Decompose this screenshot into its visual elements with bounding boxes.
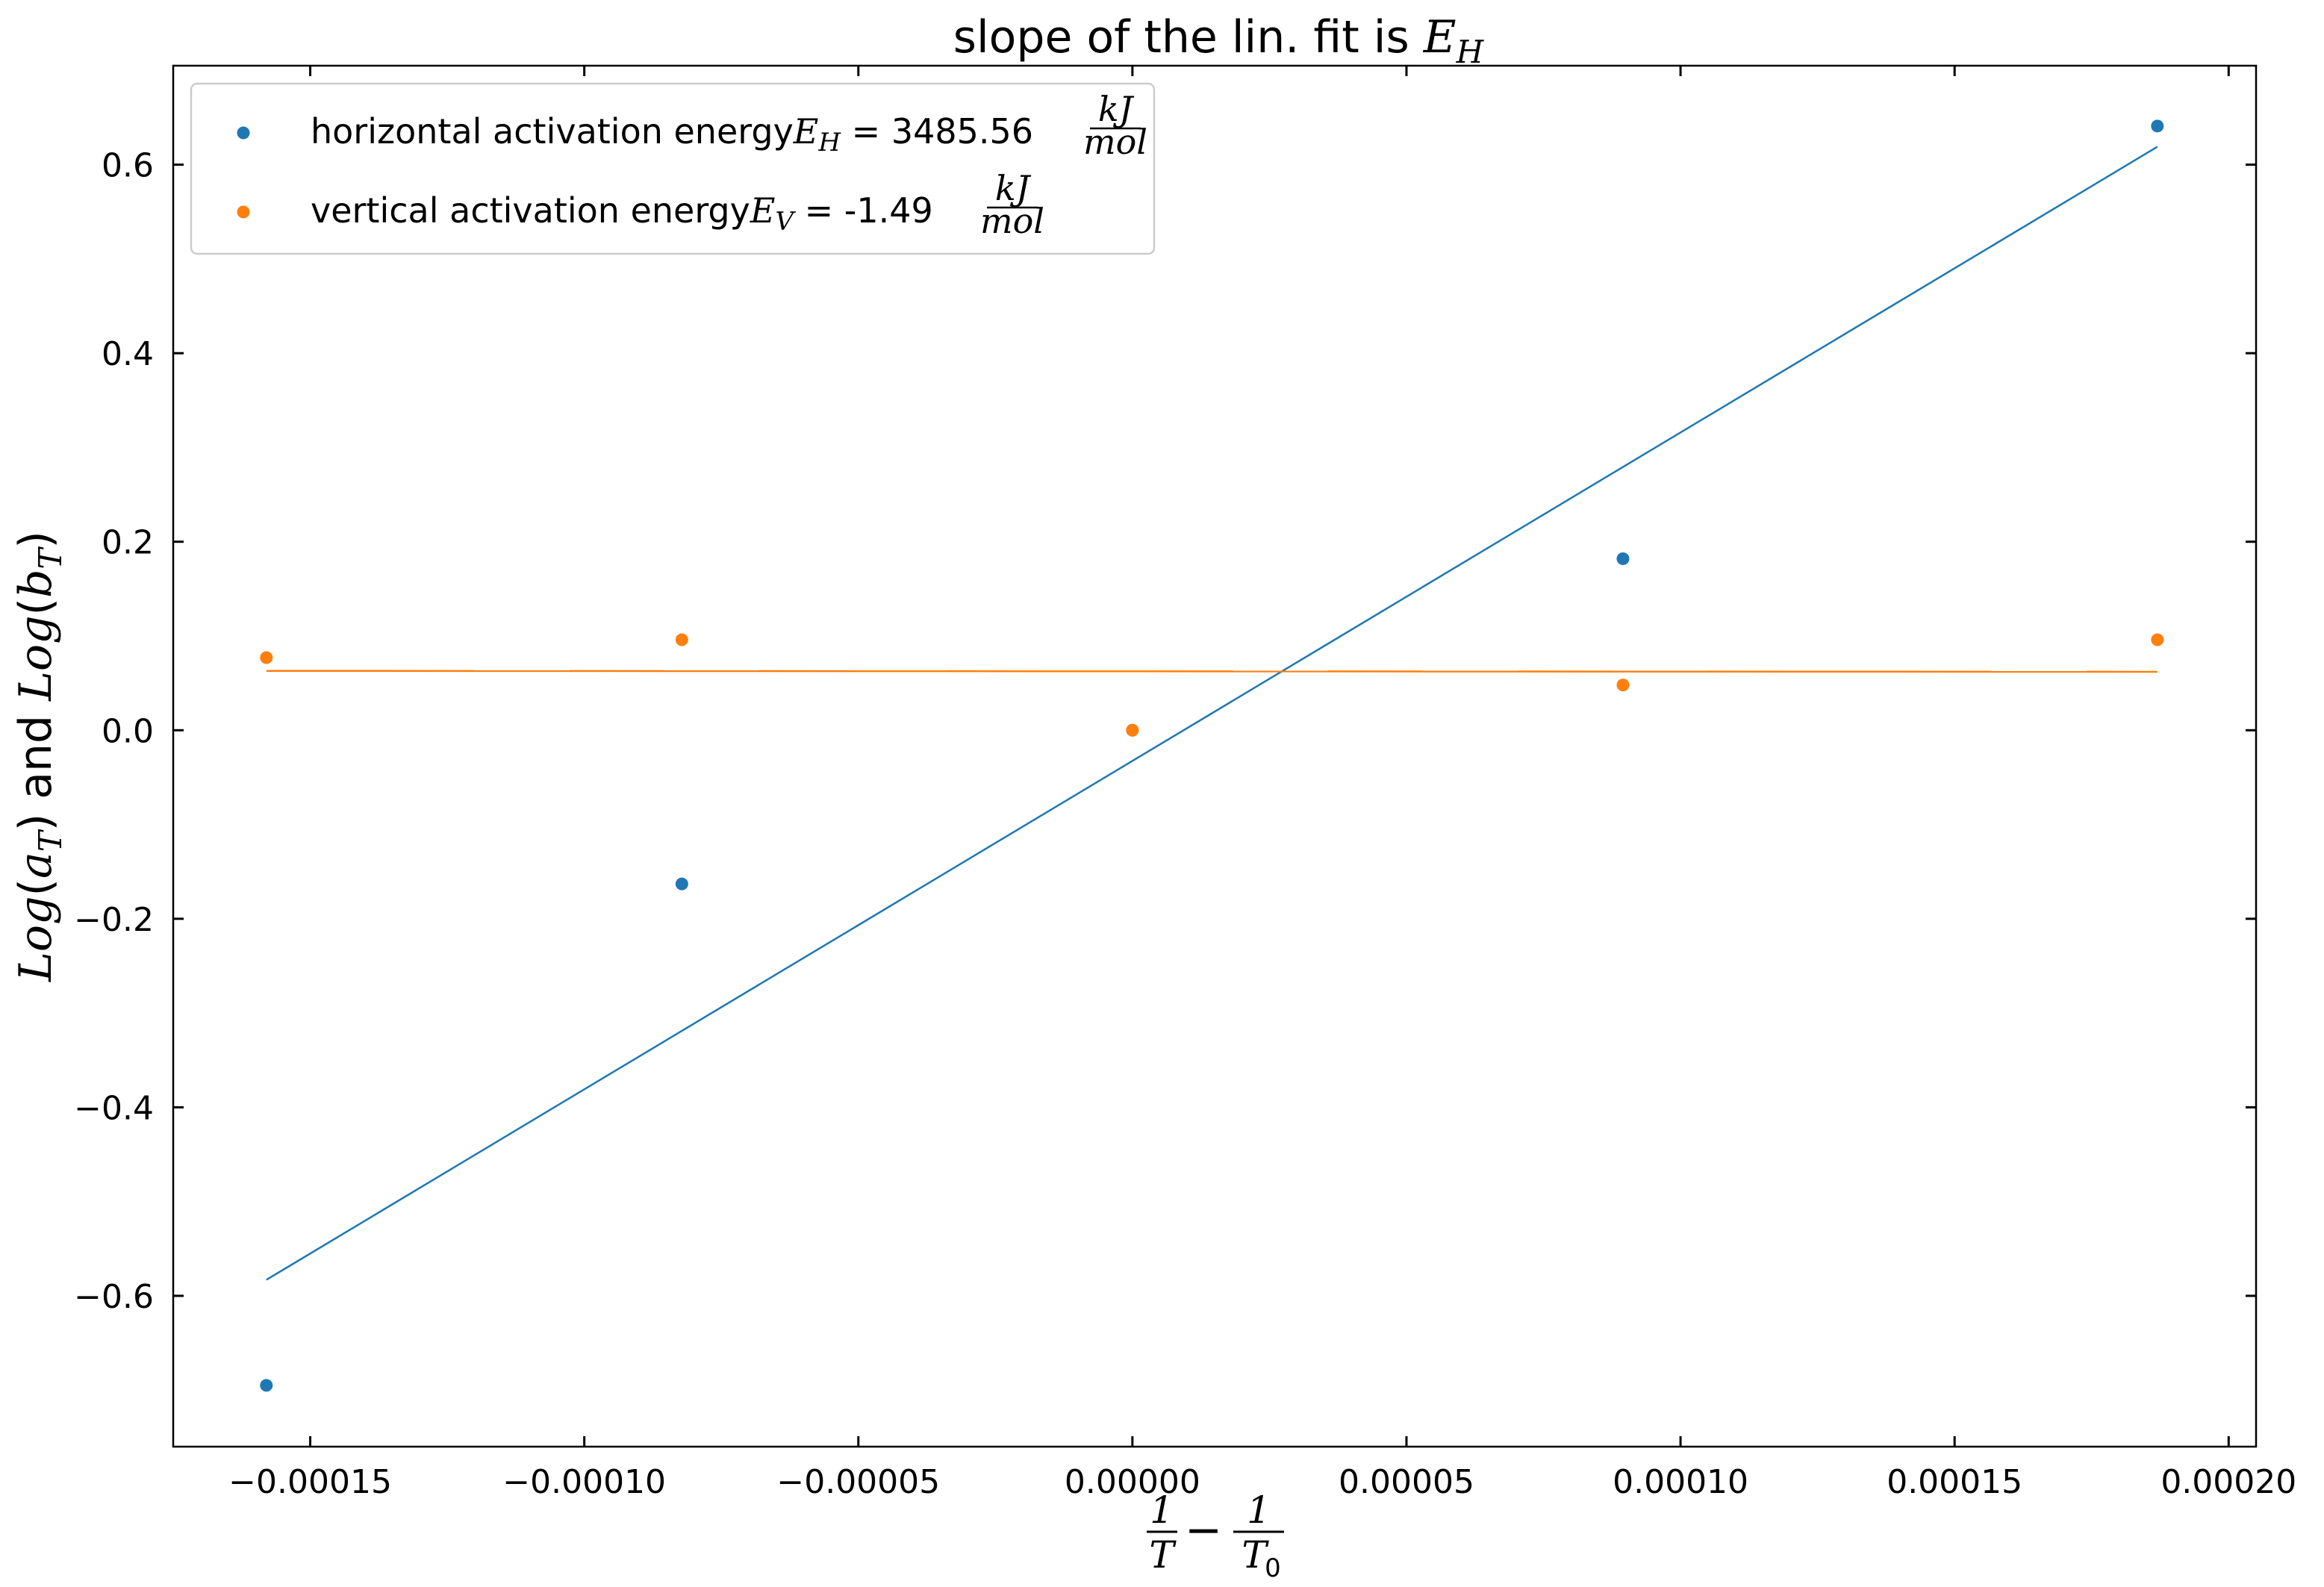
x-tick-label: 0.00010 <box>1613 1463 1748 1501</box>
x-tick-label: −0.00005 <box>776 1463 940 1501</box>
legend-marker-vertical <box>237 205 250 219</box>
x-tick-label: −0.00015 <box>228 1463 392 1501</box>
fit-line-series-1 <box>266 670 2158 673</box>
plot-area-frame <box>172 64 2258 1448</box>
data-point-series-0 <box>675 877 688 891</box>
x-label-minus: − <box>1185 1504 1222 1556</box>
chart-title-math-sub: H <box>1456 34 1485 70</box>
x-axis-label: 1 T − 1 T 0 <box>1147 1488 1284 1583</box>
legend-entry-horizontal: horizontal activation energyEH = 3485.56 <box>311 111 1033 158</box>
y-axis-label: Log(aT) and Log(bT) <box>10 531 69 982</box>
x-tick-label: 0.00015 <box>1887 1463 2022 1501</box>
x-label-denominator-2-sub: 0 <box>1265 1553 1281 1583</box>
x-label-denominator-1: T <box>1149 1533 1177 1577</box>
x-label-denominator-2: T <box>1242 1533 1269 1577</box>
chart-title-math: E <box>1423 11 1457 63</box>
x-axis-ticks: −0.00015 −0.00010 −0.00005 0.00000 0.00005 0.… <box>228 66 2296 1501</box>
legend-vertical-value: = -1.49 <box>794 190 933 231</box>
legend-horizontal-text: horizontal activation energy <box>311 111 794 152</box>
data-point-series-0 <box>1616 552 1630 565</box>
legend-horizontal-math: E <box>793 111 819 152</box>
fit-line-series-0 <box>266 146 2158 1281</box>
legend-vertical-unit-den: mol <box>980 201 1044 241</box>
legend-vertical-sub: V <box>775 207 796 237</box>
y-tick-label: −0.6 <box>74 1278 154 1316</box>
data-point-series-0 <box>2151 119 2164 133</box>
legend-vertical-math: E <box>750 190 776 231</box>
data-point-series-1 <box>260 651 273 664</box>
legend-horizontal-value: = 3485.56 <box>841 111 1033 152</box>
chart-title-text: slope of the lin. fit is <box>953 11 1424 63</box>
y-tick-label: 0.4 <box>102 335 154 373</box>
data-point-series-1 <box>675 633 688 646</box>
legend-marker-horizontal <box>237 126 250 140</box>
data-point-series-1 <box>1126 723 1139 737</box>
data-points <box>260 119 2164 1392</box>
x-label-numerator-2: 1 <box>1247 1488 1271 1532</box>
x-tick-label: 0.00000 <box>1065 1463 1200 1501</box>
fit-lines <box>266 146 2158 1281</box>
y-tick-label: −0.4 <box>74 1089 154 1127</box>
legend-entry-vertical: vertical activation energyEV = -1.49 <box>311 190 933 237</box>
legend: horizontal activation energyEH = 3485.56… <box>190 82 1156 255</box>
legend-vertical-unit-num: kJ <box>995 168 1032 208</box>
chart-title: slope of the lin. fit is EH <box>953 11 1485 70</box>
data-point-series-0 <box>260 1379 273 1392</box>
y-tick-label: 0.6 <box>102 147 154 185</box>
y-axis-ticks: −0.6 −0.4 −0.2 0.0 0.2 0.4 0.6 <box>74 147 2256 1316</box>
legend-horizontal-sub: H <box>817 128 841 158</box>
legend-horizontal-unit-den: mol <box>1083 122 1147 162</box>
legend-vertical-text: vertical activation energy <box>311 190 750 231</box>
x-tick-label: 0.00020 <box>2161 1463 2296 1501</box>
legend-box <box>190 82 1156 255</box>
y-tick-label: 0.2 <box>102 524 154 562</box>
y-tick-label: 0.0 <box>102 712 154 750</box>
x-tick-label: −0.00010 <box>502 1463 666 1501</box>
x-label-numerator-1: 1 <box>1150 1488 1174 1532</box>
x-tick-label: 0.00005 <box>1339 1463 1474 1501</box>
y-tick-label: −0.2 <box>74 901 154 939</box>
data-point-series-1 <box>1616 679 1630 692</box>
legend-horizontal-unit-num: kJ <box>1098 89 1135 129</box>
data-point-series-1 <box>2151 633 2164 646</box>
